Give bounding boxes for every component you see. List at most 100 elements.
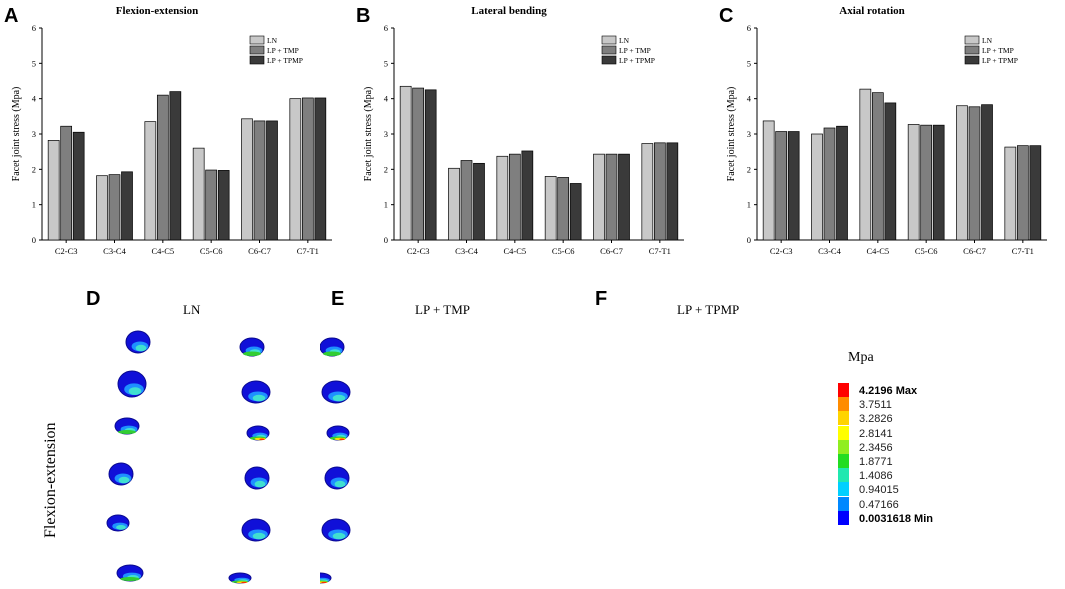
bar <box>775 131 788 241</box>
row-label-flexion-extension: Flexion-extension <box>42 422 59 538</box>
legend-swatch <box>601 55 617 65</box>
legend-level-label: 0.47166 <box>859 498 899 511</box>
bar <box>811 133 823 241</box>
legend-color-swatch <box>838 468 849 483</box>
bar <box>399 85 412 241</box>
bar <box>823 127 836 241</box>
bar <box>653 142 666 241</box>
contour-panel-lp-tpmp: F LP + TPMP <box>580 280 830 589</box>
legend-swatch <box>601 35 617 45</box>
bar <box>907 124 920 241</box>
bar <box>460 160 473 241</box>
bar <box>47 140 60 241</box>
bar <box>920 124 933 241</box>
facet-joint-model <box>228 572 252 584</box>
y-tick-label: 4 <box>384 94 389 104</box>
legend-level: 3.2826 <box>838 411 1038 426</box>
x-tick-label: C6-C7 <box>248 246 271 256</box>
legend-level: 3.7511 <box>838 397 1038 412</box>
legend-level-label: 1.8771 <box>859 456 893 468</box>
bar <box>1004 146 1017 241</box>
y-tick-label: 6 <box>384 23 388 33</box>
legend-swatch <box>964 35 980 45</box>
panel-letter: F <box>595 288 608 310</box>
legend-color-swatch <box>838 454 849 468</box>
legend-level: 1.8771 <box>838 454 1038 468</box>
bar <box>169 91 182 241</box>
x-tick-label: C2-C3 <box>407 246 430 256</box>
panel-letter: D <box>86 288 101 310</box>
bar <box>60 125 73 241</box>
legend-color-swatch <box>838 383 849 397</box>
x-tick-label: C4-C5 <box>503 246 526 256</box>
bar <box>241 118 253 241</box>
chart-lateral-bending: B Lateral bending 0 1 2 3 4 5 6 Facet joint stres… <box>356 5 684 256</box>
x-tick-label: C5-C6 <box>552 246 575 256</box>
x-tick-label: C3-C4 <box>103 246 126 256</box>
y-tick-label: 4 <box>747 94 752 104</box>
bar <box>289 98 302 241</box>
y-tick-label: 4 <box>32 94 37 104</box>
y-axis-label: Facet joint stress (Mpa) <box>363 87 374 182</box>
bar <box>605 153 618 241</box>
bar <box>121 171 133 241</box>
y-tick-label: 1 <box>32 200 36 210</box>
spine-models <box>320 337 351 584</box>
facet-joint-model <box>246 425 270 441</box>
facet-joint-model <box>321 380 351 404</box>
legend-level-label: 0.0031618 Min <box>859 512 933 525</box>
facet-joint-model <box>117 370 147 398</box>
facet-joint-model <box>241 380 271 404</box>
legend-level-label: 2.8141 <box>859 427 893 440</box>
legend-entry: LP + TPMP <box>982 56 1018 65</box>
facet-joint-model <box>106 514 130 532</box>
facet-joint-model <box>116 564 144 582</box>
bar <box>836 125 848 241</box>
x-tick-label: C3-C4 <box>455 246 478 256</box>
contour-panel-ln: D LN <box>0 280 320 589</box>
y-tick-label: 3 <box>384 129 388 139</box>
chart-flexion-extension: A Flexion-extension 0 1 2 3 4 5 6 Facet joint str… <box>4 5 332 256</box>
y-axis-label: Facet joint stress (Mpa) <box>726 87 737 182</box>
facet-joint-model <box>239 337 265 357</box>
bar <box>762 120 775 241</box>
bar <box>217 170 230 241</box>
panel-letter: E <box>331 288 345 310</box>
bar <box>448 167 460 241</box>
bar <box>156 94 169 241</box>
legend-entry: LN <box>982 36 993 45</box>
bar <box>932 124 945 241</box>
bar <box>266 120 278 241</box>
panel-title: LP + TMP <box>415 302 471 317</box>
legend-entry: LP + TPMP <box>267 56 303 65</box>
x-tick-label: C3-C4 <box>818 246 841 256</box>
bar <box>192 147 205 241</box>
legend-level-label: 4.2196 Max <box>859 385 918 397</box>
facet-joint-model <box>108 462 134 486</box>
bar <box>859 88 872 241</box>
x-tick-label: C2-C3 <box>55 246 78 256</box>
panel-title: LN <box>183 302 201 317</box>
bar <box>72 131 85 241</box>
bar <box>301 97 314 241</box>
y-tick-label: 5 <box>747 58 751 68</box>
facet-joint-model <box>241 518 271 542</box>
facet-joint-model <box>125 330 151 354</box>
x-tick-label: C6-C7 <box>600 246 623 256</box>
spine-models <box>106 330 271 584</box>
chart-axial-rotation: C Axial rotation 0 1 2 3 4 5 6 Facet joint stress… <box>719 5 1047 256</box>
bar <box>96 175 108 241</box>
bar <box>1016 145 1029 241</box>
bar <box>314 97 327 241</box>
y-tick-label: 1 <box>384 200 388 210</box>
legend-unit: Mpa <box>848 350 874 365</box>
facet-joint-model <box>320 572 332 584</box>
x-tick-label: C4-C5 <box>151 246 174 256</box>
legend-level: 0.47166 <box>838 496 1038 511</box>
legend-swatch <box>249 45 265 55</box>
facet-joint-model <box>324 466 350 490</box>
legend-scale: 4.2196 Max 3.7511 3.2826 2.8141 2.3456 1.8771… <box>838 383 1038 533</box>
x-tick-label: C7-T1 <box>297 246 319 256</box>
legend-color-swatch <box>838 482 849 497</box>
y-tick-label: 2 <box>32 164 36 174</box>
